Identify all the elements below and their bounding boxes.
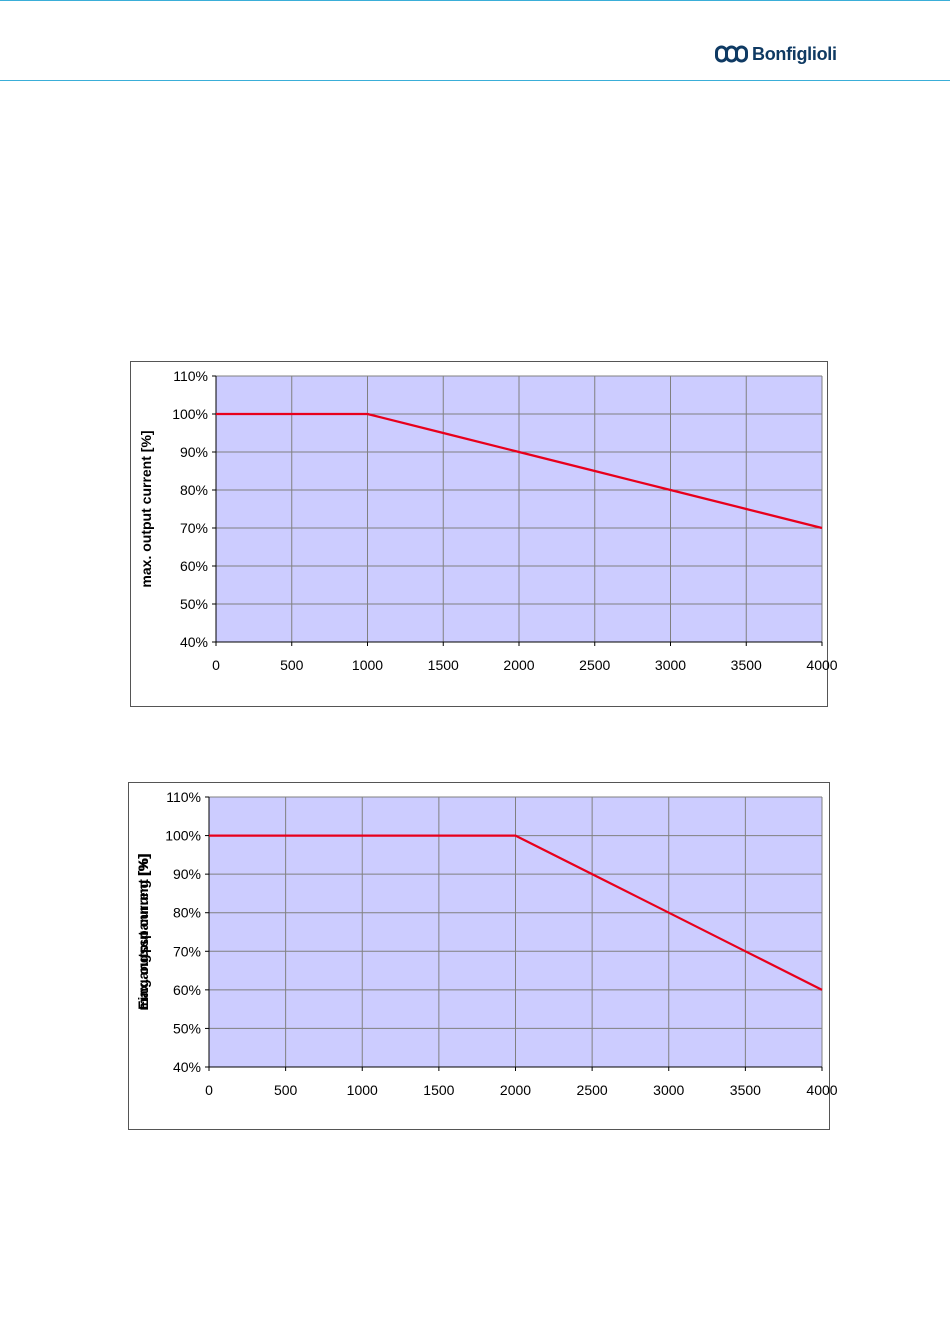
y-axis-label-overlay: Eingangsspannung [%] (135, 854, 151, 1010)
y-tick-label: 60% (173, 982, 201, 998)
brand-name: Bonfiglioli (752, 43, 837, 64)
x-tick-label: 4000 (806, 657, 837, 673)
x-tick-label: 2500 (579, 657, 610, 673)
y-tick-label: 80% (173, 905, 201, 921)
x-tick-label: 2000 (500, 1082, 531, 1098)
chart-1: 40% 50% 60% 70% 80% 90% 100% 110% 0 500 1000 1500 20… (138, 368, 838, 673)
chart-2-frame: 40% 50% 60% 70% 80% 90% 100% 110% 0 500 1000 1500 20… (128, 782, 838, 1130)
y-tick-label: 60% (180, 558, 208, 574)
y-tick-label: 70% (173, 943, 201, 959)
y-tick-label: 90% (180, 444, 208, 460)
header-bottom-rule (0, 80, 950, 81)
x-tick-label: 2500 (577, 1082, 608, 1098)
y-tick-label: 40% (180, 634, 208, 650)
y-tick-label: 110% (173, 368, 208, 384)
x-tick-label: 2000 (503, 657, 534, 673)
y-tick-label: 90% (173, 866, 201, 882)
x-tick-label: 1000 (352, 657, 383, 673)
y-tick-label: 80% (180, 482, 208, 498)
x-tick-label: 500 (280, 657, 304, 673)
x-tick-label: 4000 (806, 1082, 837, 1098)
y-tick-label: 70% (180, 520, 208, 536)
y-tick-label: 50% (180, 596, 208, 612)
bonfiglioli-logo-icon (715, 45, 748, 63)
x-tick-label: 1000 (347, 1082, 378, 1098)
y-tick-label: 110% (166, 789, 201, 805)
x-tick-label: 3000 (653, 1082, 684, 1098)
y-tick-label: 50% (173, 1020, 201, 1036)
x-tick-label: 1500 (428, 657, 459, 673)
x-tick-label: 3000 (655, 657, 686, 673)
y-tick-label: 100% (172, 406, 208, 422)
header-top-rule (0, 0, 950, 1)
series-line (216, 412, 823, 530)
y-axis-label: max. output current [%] (138, 430, 154, 587)
y-axis-label: max. output current [%] (135, 853, 151, 1010)
series-line (209, 834, 823, 991)
x-tick-label: 0 (205, 1082, 213, 1098)
x-tick-label: 1500 (423, 1082, 454, 1098)
x-tick-label: 3500 (731, 657, 762, 673)
x-tick-label: 0 (212, 657, 220, 673)
chart-1-frame: 40% 50% 60% 70% 80% 90% 100% 110% 0 500 1000 1500 20… (130, 361, 838, 707)
y-tick-label: 40% (173, 1059, 201, 1075)
brand-logo: Bonfiglioli (715, 41, 837, 67)
x-tick-label: 3500 (730, 1082, 761, 1098)
chart-2: 40% 50% 60% 70% 80% 90% 100% 110% 0 500 1000 1500 20… (135, 789, 838, 1098)
y-tick-label: 100% (165, 828, 201, 844)
x-tick-label: 500 (274, 1082, 298, 1098)
